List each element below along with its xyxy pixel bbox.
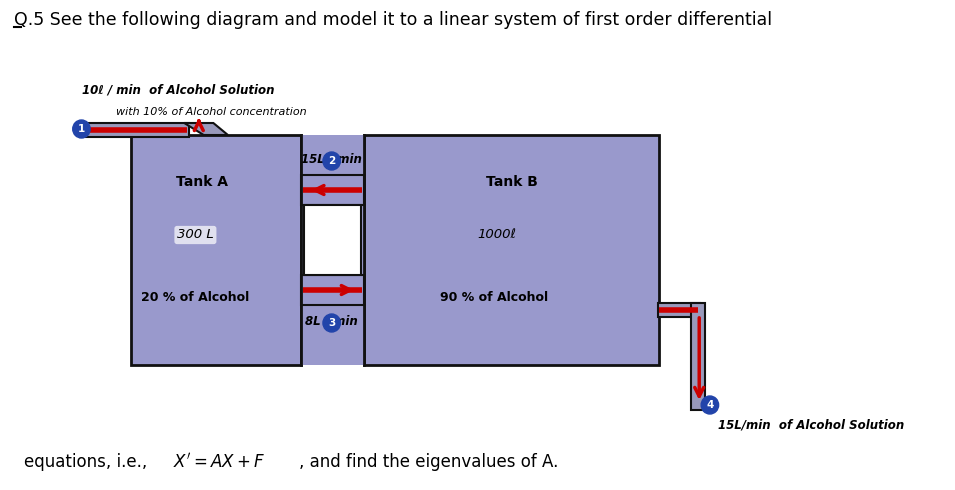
Bar (304, 205, 361, 275)
Text: 300 L: 300 L (177, 228, 214, 242)
Bar (658, 303, 700, 317)
Text: equations, i.e.,: equations, i.e., (24, 453, 153, 471)
Text: 10ℓ / min  of Alcohol Solution: 10ℓ / min of Alcohol Solution (82, 84, 275, 97)
Circle shape (323, 314, 340, 332)
Text: 8L / min: 8L / min (306, 315, 358, 328)
Bar (79, 123, 189, 137)
Circle shape (73, 120, 90, 138)
Text: 1: 1 (78, 124, 85, 134)
Bar (301, 275, 364, 305)
Circle shape (323, 152, 340, 170)
Text: Tank B: Tank B (486, 174, 538, 189)
Bar (301, 175, 364, 205)
Text: 2: 2 (329, 156, 335, 166)
Text: 1000ℓ: 1000ℓ (478, 228, 517, 242)
Text: $X' = AX + F$: $X' = AX + F$ (173, 452, 265, 471)
Text: 4: 4 (706, 400, 713, 410)
Text: Tank A: Tank A (177, 174, 228, 189)
Bar (301, 135, 364, 365)
Circle shape (701, 396, 718, 414)
Bar (131, 135, 301, 365)
Text: 20 % of Alcohol: 20 % of Alcohol (141, 291, 249, 304)
Polygon shape (184, 123, 228, 135)
Text: Q.5 See the following diagram and model it to a linear system of first order dif: Q.5 See the following diagram and model … (13, 11, 772, 29)
Text: , and find the eigenvalues of A.: , and find the eigenvalues of A. (299, 453, 558, 471)
Bar (364, 135, 660, 365)
Text: with 10% of Alcohol concentration: with 10% of Alcohol concentration (117, 107, 307, 117)
Text: 15L/min  of Alcohol Solution: 15L/min of Alcohol Solution (717, 418, 903, 432)
Bar (691, 303, 705, 410)
Text: 15L / min: 15L / min (301, 152, 362, 165)
Text: 3: 3 (329, 318, 335, 328)
Text: 90 % of Alcohol: 90 % of Alcohol (439, 291, 548, 304)
